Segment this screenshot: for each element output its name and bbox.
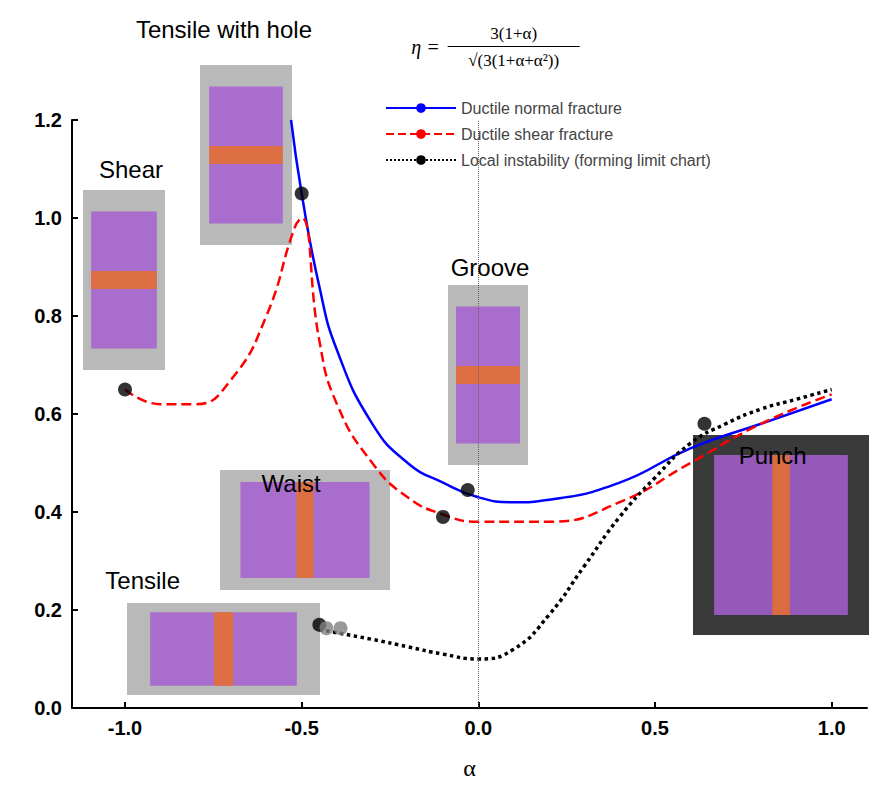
svg-text:0.0: 0.0: [464, 717, 492, 739]
svg-text:3(1+α): 3(1+α): [490, 24, 537, 43]
svg-text:Punch: Punch: [739, 442, 807, 469]
svg-text:Groove: Groove: [451, 254, 530, 281]
svg-text:α: α: [463, 755, 476, 781]
svg-text:Waist: Waist: [262, 470, 321, 497]
svg-text:-0.5: -0.5: [284, 717, 318, 739]
svg-text:-1.0: -1.0: [108, 717, 142, 739]
svg-text:0.2: 0.2: [34, 599, 62, 621]
svg-text:1.0: 1.0: [34, 207, 62, 229]
svg-text:√(3(1+α+α²)): √(3(1+α+α²)): [468, 51, 559, 70]
svg-text:Local instability (forming lim: Local instability (forming limit chart): [461, 152, 711, 169]
svg-text:0.5: 0.5: [641, 717, 669, 739]
svg-text:Ductile normal fracture: Ductile normal fracture: [461, 100, 622, 117]
svg-text:Tensile: Tensile: [105, 567, 180, 594]
svg-text:1.0: 1.0: [818, 717, 846, 739]
svg-text:Shear: Shear: [99, 156, 163, 183]
svg-text:Tensile with hole: Tensile with hole: [136, 16, 312, 43]
svg-text:0.6: 0.6: [34, 403, 62, 425]
svg-text:0.0: 0.0: [34, 697, 62, 719]
svg-text:0.4: 0.4: [34, 501, 63, 523]
svg-text:1.2: 1.2: [34, 109, 62, 131]
svg-text:η =: η =: [411, 36, 439, 59]
svg-text:0.8: 0.8: [34, 305, 62, 327]
svg-text:Ductile shear fracture: Ductile shear fracture: [461, 126, 613, 143]
